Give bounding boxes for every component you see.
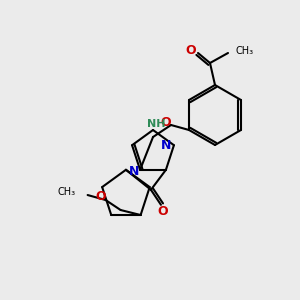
- Text: O: O: [95, 190, 106, 202]
- Text: N: N: [129, 165, 139, 178]
- Text: O: O: [186, 44, 196, 58]
- Text: CH₃: CH₃: [58, 187, 76, 197]
- Text: N: N: [161, 139, 171, 152]
- Text: CH₃: CH₃: [236, 46, 254, 56]
- Text: O: O: [161, 116, 171, 128]
- Text: O: O: [158, 205, 168, 218]
- Text: NH: NH: [147, 119, 165, 129]
